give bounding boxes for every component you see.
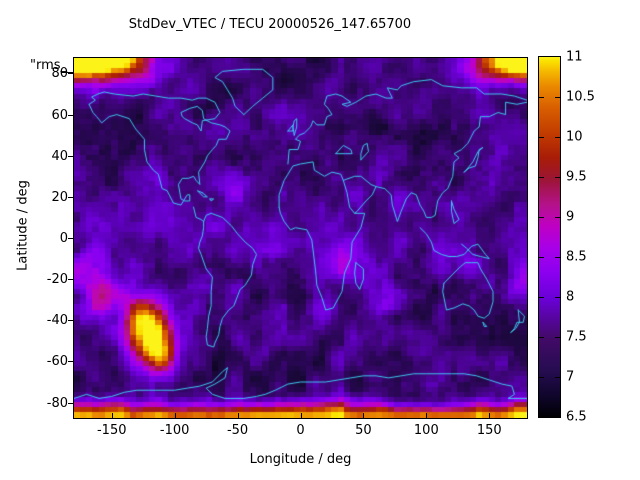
stray-legend-rule <box>61 72 75 73</box>
colorbar-label-6: 8 <box>566 289 575 305</box>
x-tick-mark-3 <box>300 413 302 419</box>
y-tick-mark-2 <box>68 155 74 157</box>
colorbar-label-3: 9.5 <box>566 169 587 185</box>
colorbar-label-7: 7.5 <box>566 329 587 345</box>
y-tick-mark-7 <box>68 361 74 363</box>
colorbar-label-5: 8.5 <box>566 249 587 265</box>
colorbar-tick-right-5 <box>555 257 560 258</box>
y-tick-label-8: -80 <box>46 395 68 411</box>
x-axis-title: Longitude / deg <box>249 452 352 467</box>
colorbar-tick-labels: 11 10.5 10 9.5 9 8.5 8 7.5 7 6.5 <box>566 51 636 424</box>
y-tick-mark-6 <box>68 320 74 322</box>
colorbar-tick-left-3 <box>539 177 544 178</box>
x-axis-tick-labels: -150 -100 -50 0 50 100 150 <box>73 424 528 444</box>
y-tick-label-1: 60 <box>51 107 68 123</box>
y-tick-mark-8 <box>68 402 74 404</box>
colorbar-label-9: 6.5 <box>566 409 587 425</box>
colorbar-tick-right-8 <box>555 377 560 378</box>
colorbar-tick-right-3 <box>555 177 560 178</box>
y-axis-title: Latitude / deg <box>15 180 31 271</box>
y-tick-mark-4 <box>68 238 74 239</box>
x-tick-label-6: 150 <box>476 423 502 438</box>
colorbar-label-2: 10 <box>566 129 583 145</box>
x-tick-mark-4 <box>363 413 365 419</box>
y-tick-mark-3 <box>68 196 74 198</box>
colorbar-tick-left-2 <box>539 137 544 138</box>
colorbar-tick-left-5 <box>539 257 544 258</box>
colorbar-tick-left-8 <box>539 377 544 378</box>
y-axis-tick-labels: 80 60 40 20 0 -20 -40 -60 -80 <box>18 57 68 419</box>
colorbar-tick-right-4 <box>555 217 560 218</box>
y-tick-label-5: -20 <box>46 272 68 288</box>
x-tick-mark-6 <box>489 413 491 419</box>
x-tick-label-3: 0 <box>296 423 305 438</box>
colorbar[interactable] <box>538 56 561 418</box>
colorbar-label-4: 9 <box>566 209 575 225</box>
colorbar-tick-left-1 <box>539 97 544 98</box>
y-tick-mark-1 <box>68 114 74 116</box>
chart-title: StdDev_VTEC / TECU 20000526_147.65700 <box>128 17 412 32</box>
colorbar-label-1: 10.5 <box>566 89 595 105</box>
y-tick-label-3: 20 <box>51 189 68 205</box>
colorbar-tick-left-7 <box>539 337 544 338</box>
y-tick-label-7: -60 <box>46 354 68 370</box>
y-tick-label-2: 40 <box>51 148 68 164</box>
x-tick-mark-0 <box>111 413 113 419</box>
colorbar-gradient <box>538 56 561 418</box>
y-tick-label-6: -40 <box>46 313 68 329</box>
x-tick-label-4: 50 <box>355 423 372 438</box>
colorbar-tick-right-1 <box>555 97 560 98</box>
heatmap-field <box>74 58 527 418</box>
stray-legend-text: "rms_ <box>30 58 68 73</box>
x-tick-mark-1 <box>174 413 176 419</box>
x-tick-label-1: -100 <box>159 423 190 438</box>
colorbar-tick-left-4 <box>539 217 544 218</box>
colorbar-tick-right-7 <box>555 337 560 338</box>
x-tick-label-2: -50 <box>226 423 249 438</box>
y-tick-mark-5 <box>68 279 74 281</box>
colorbar-tick-left-6 <box>539 297 544 298</box>
y-tick-label-0: 80 <box>51 66 68 82</box>
y-tick-label-4: 0 <box>59 231 68 246</box>
colorbar-tick-right-6 <box>555 297 560 298</box>
colorbar-tick-right-2 <box>555 137 560 138</box>
x-tick-label-0: -150 <box>96 423 127 438</box>
colorbar-label-8: 7 <box>566 369 575 385</box>
plot-area[interactable] <box>73 57 528 419</box>
x-tick-label-5: 100 <box>413 423 439 438</box>
x-tick-mark-5 <box>426 413 428 419</box>
y-tick-mark-0 <box>68 73 74 75</box>
x-tick-mark-2 <box>237 413 239 419</box>
colorbar-label-0: 11 <box>566 49 583 65</box>
